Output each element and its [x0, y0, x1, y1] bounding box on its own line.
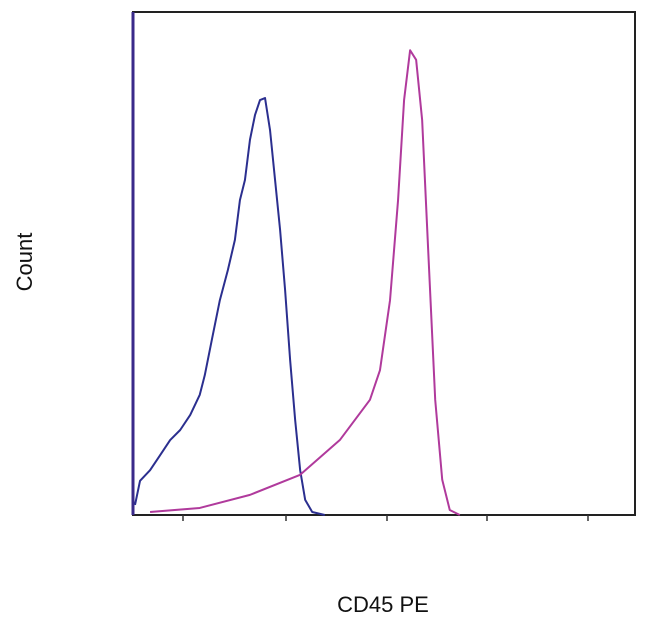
histogram-line — [134, 97, 325, 516]
histogram-line — [149, 49, 461, 516]
axis-ticks — [182, 515, 589, 521]
x-axis-label: CD45 PE — [337, 592, 429, 617]
plot-frame — [132, 11, 636, 516]
y-axis-label: Count — [12, 233, 37, 292]
